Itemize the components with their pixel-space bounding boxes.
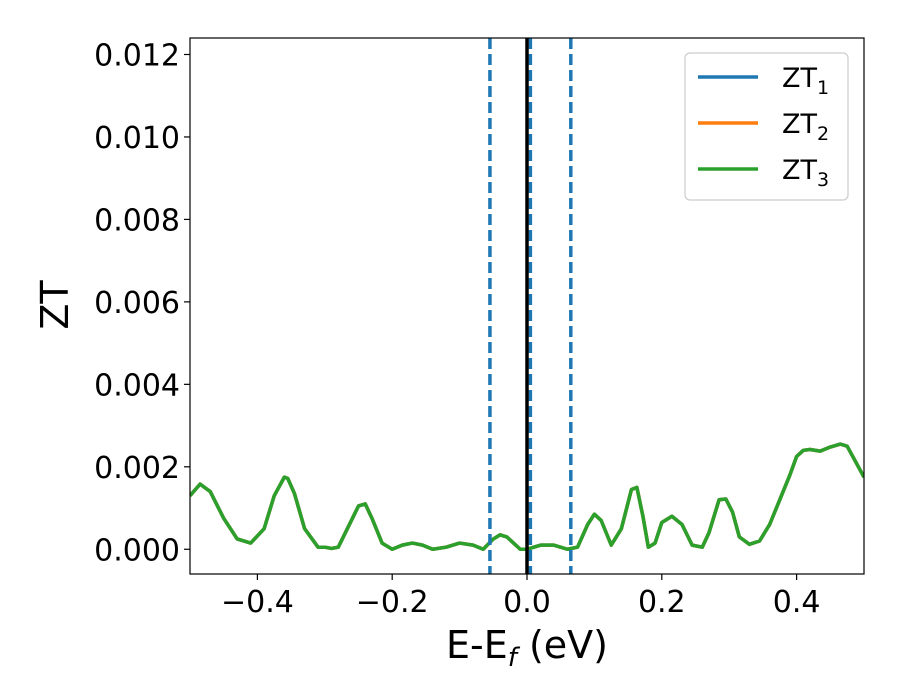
y-tick-label: 0.010 (94, 121, 180, 156)
legend-label-zt1: ZT1 (782, 63, 829, 99)
y-tick-label: 0.012 (94, 38, 180, 73)
x-tick-label: 0.2 (638, 585, 686, 620)
y-tick-label: 0.002 (94, 451, 180, 486)
x-tick-label: −0.4 (221, 585, 294, 620)
y-tick-label: 0.000 (94, 533, 180, 568)
legend-label-zt2: ZT2 (782, 109, 829, 145)
y-axis-label: ZT (33, 280, 77, 330)
y-tick-label: 0.006 (94, 286, 180, 321)
y-tick-label: 0.008 (94, 203, 180, 238)
y-axis-ticks: 0.000 0.002 0.004 0.006 0.008 0.010 0.012 (94, 38, 190, 568)
plot-area (190, 38, 864, 574)
x-axis-ticks: −0.4 −0.2 0.0 0.2 0.4 (221, 574, 820, 620)
x-tick-label: −0.2 (356, 585, 429, 620)
x-axis-label: E-Ef (eV) (446, 623, 608, 673)
legend: ZT1 ZT2 ZT3 (684, 52, 849, 201)
series-line-zt3 (190, 442, 864, 552)
legend-box (684, 52, 849, 201)
x-tick-label: 0.4 (773, 585, 821, 620)
legend-label-zt3: ZT3 (782, 155, 829, 191)
x-tick-label: 0.0 (503, 585, 551, 620)
y-tick-label: 0.004 (94, 368, 180, 403)
